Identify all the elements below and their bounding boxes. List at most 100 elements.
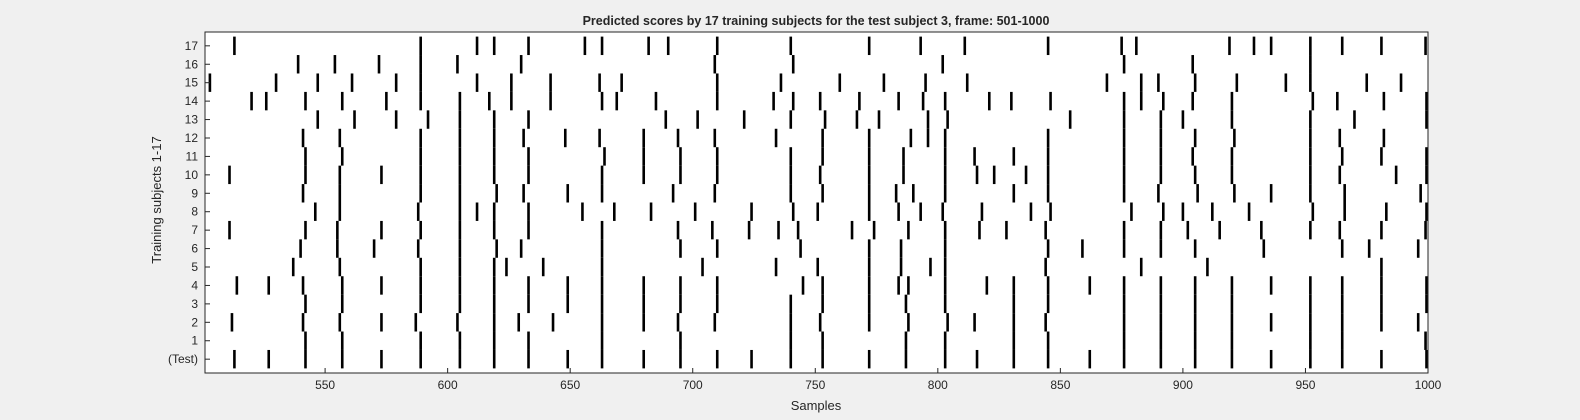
- mark-row-8-12: [791, 202, 795, 221]
- mark-row-5-15: [1044, 257, 1047, 277]
- mark-row-14-19: [921, 91, 925, 111]
- mark-row-4-19: [943, 276, 947, 295]
- mark-row-2-2: [338, 313, 342, 332]
- mark-row-14-28: [1230, 91, 1234, 111]
- mark-row-0-22: [1046, 349, 1050, 369]
- mark-row-2-8: [551, 313, 555, 332]
- mark-row-0-31: [1380, 349, 1383, 369]
- mark-row-9-7: [600, 184, 604, 203]
- mark-row-11-3: [458, 147, 462, 166]
- mark-row-3-12: [821, 294, 824, 314]
- mark-row-10-7: [527, 165, 530, 185]
- mark-row-6-14: [1046, 239, 1050, 258]
- mark-row-17-8: [666, 36, 670, 56]
- y-tick-label-6: 6: [191, 242, 198, 256]
- mark-row-6-5: [495, 239, 498, 258]
- mark-row-1-7: [679, 331, 682, 350]
- x-tick-label-2: 650: [560, 378, 580, 392]
- mark-row-6-19: [1262, 239, 1266, 258]
- mark-row-8-25: [1247, 202, 1251, 221]
- mark-row-5-12: [899, 257, 903, 277]
- mark-row-3-14: [904, 294, 908, 314]
- mark-row-2-9: [600, 313, 604, 332]
- mark-row-0-29: [1309, 349, 1312, 369]
- mark-row-0-3: [340, 349, 344, 369]
- mark-row-17-19: [1269, 36, 1273, 56]
- mark-row-12-22: [1309, 128, 1312, 148]
- mark-row-6-3: [416, 239, 420, 258]
- mark-row-13-11: [823, 110, 827, 129]
- mark-row-4-12: [679, 276, 682, 295]
- mark-row-10-25: [1309, 165, 1312, 185]
- y-tick-label-13: 13: [185, 113, 199, 127]
- mark-row-6-15: [1081, 239, 1084, 258]
- mark-row-15-21: [1235, 73, 1239, 92]
- mark-row-17-11: [867, 36, 871, 56]
- mark-row-15-9: [598, 73, 601, 92]
- mark-row-13-10: [789, 110, 793, 129]
- mark-row-8-10: [693, 202, 697, 221]
- mark-row-9-9: [713, 184, 717, 203]
- mark-row-0-4: [380, 349, 383, 369]
- mark-row-2-12: [713, 313, 717, 332]
- mark-row-15-5: [419, 73, 422, 92]
- mark-row-14-26: [1162, 91, 1165, 111]
- mark-row-10-2: [338, 165, 342, 185]
- mark-row-4-30: [1340, 276, 1344, 295]
- mark-row-11-4: [492, 147, 496, 166]
- mark-row-8-19: [1029, 202, 1033, 221]
- mark-row-9-15: [943, 184, 947, 203]
- mark-row-4-26: [1193, 276, 1197, 295]
- mark-row-3-3: [458, 294, 462, 314]
- x-tick-label-0: 550: [315, 378, 335, 392]
- mark-row-5-5: [505, 257, 508, 277]
- mark-row-9-14: [912, 184, 915, 203]
- mark-row-3-15: [943, 294, 947, 314]
- mark-row-2-29: [1416, 313, 1420, 332]
- x-tick-label-3: 700: [683, 378, 703, 392]
- mark-row-9-24: [1343, 184, 1346, 203]
- mark-row-0-15: [789, 349, 793, 369]
- mark-row-9-10: [789, 184, 793, 203]
- mark-row-7-1: [304, 220, 307, 240]
- mark-row-8-2: [416, 202, 420, 221]
- mark-row-8-28: [1385, 202, 1388, 221]
- mark-row-0-0: [233, 349, 236, 369]
- mark-row-15-11: [715, 73, 719, 92]
- mark-row-4-25: [1159, 276, 1163, 295]
- y-tick-label-9: 9: [191, 186, 198, 200]
- mark-row-2-21: [1122, 313, 1126, 332]
- mark-row-17-7: [647, 36, 650, 56]
- mark-row-13-23: [1425, 110, 1428, 129]
- mark-row-15-1: [274, 73, 278, 92]
- mark-row-14-23: [1049, 91, 1052, 111]
- mark-row-15-23: [1309, 73, 1312, 92]
- mark-row-12-6: [563, 128, 567, 148]
- mark-row-4-20: [985, 276, 989, 295]
- mark-row-0-5: [419, 349, 422, 369]
- mark-row-2-15: [867, 313, 871, 332]
- mark-row-16-4: [456, 55, 459, 74]
- y-tick-label-12: 12: [185, 131, 199, 145]
- mark-row-1-18: [1309, 331, 1312, 350]
- mark-row-12-0: [301, 128, 305, 148]
- mark-row-7-22: [1159, 220, 1163, 240]
- mark-row-13-2: [394, 110, 398, 129]
- mark-row-15-15: [924, 73, 927, 92]
- mark-row-0-26: [1193, 349, 1197, 369]
- mark-row-11-20: [1191, 147, 1195, 166]
- y-tick-label-8: 8: [191, 205, 198, 219]
- mark-row-2-7: [517, 313, 521, 332]
- mark-row-12-10: [713, 128, 717, 148]
- mark-row-4-31: [1380, 276, 1383, 295]
- mark-row-15-22: [1284, 73, 1288, 92]
- mark-row-7-10: [711, 220, 714, 240]
- mark-row-13-6: [527, 110, 530, 129]
- mark-row-8-22: [1162, 202, 1165, 221]
- mark-row-7-6: [492, 220, 496, 240]
- mark-row-1-6: [600, 331, 604, 350]
- mark-row-4-21: [1012, 276, 1016, 295]
- x-tick-label-8: 950: [1295, 378, 1315, 392]
